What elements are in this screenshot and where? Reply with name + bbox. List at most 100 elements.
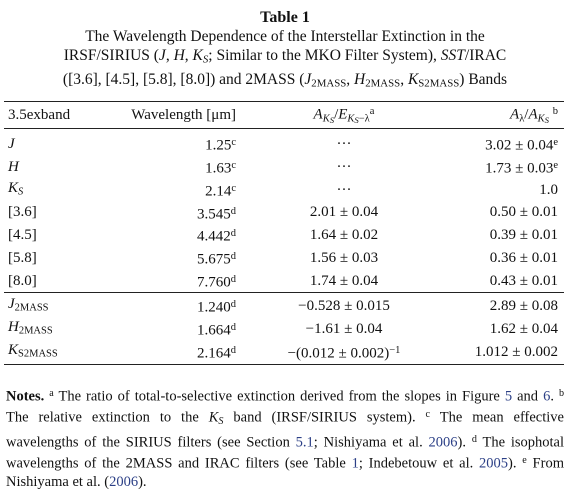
text-segment: 2.14 [205,183,232,200]
table-cell: 7.760d [112,270,250,293]
table-cell: 3.545d [112,202,250,225]
text-segment: A [510,106,520,123]
table-row: [4.5] 4.442d 1.64 ± 0.02 0.39 ± 0.01 [4,224,564,247]
table-cell: [4.5] [4,224,112,247]
text-segment: 1.62 ± 0.04 [489,321,558,338]
text-segment: 4.442 [197,229,231,245]
text-segment: 2MASS [14,303,49,315]
text-segment: K [8,341,19,358]
text-segment: Wavelength [μm] [131,106,236,123]
table-row: KS 2.14c ··· 1.0 [4,179,564,202]
row-group: J 1.25c ··· 3.02 ± 0.04e H 1.63c ··· 1.73 ± 0.0… [4,129,564,293]
text-segment: and [512,388,544,405]
text-segment: d [230,344,236,356]
text-segment: c [231,160,236,172]
table-row: H2MASS 1.664d −1.61 ± 0.04 1.62 ± 0.04 [4,318,564,341]
text-segment: 1.25 [205,138,232,155]
table-cell: 1.664d [112,318,250,341]
text-segment: . [550,388,559,405]
text-segment: 2.89 ± 0.08 [489,298,558,315]
table-cell: [8.0] [4,270,112,293]
text-segment: K [8,179,19,196]
table-cell: 3.02 ± 0.04e [438,129,564,156]
text-segment: K [192,47,203,64]
table-cell: 0.43 ± 0.01 [438,270,564,293]
table-cell: 0.39 ± 0.01 [438,224,564,247]
text-segment: λ [519,113,525,125]
table-cell: H2MASS [4,318,112,341]
text-segment: b [552,105,558,117]
text-segment: H [8,158,19,175]
text-segment: 2006 [428,434,458,451]
table-cell: KS [4,179,112,202]
table-cell: 2.14c [112,179,250,202]
text-segment: a [369,105,375,117]
text-segment: c [231,137,236,149]
text-segment: E [338,106,348,123]
text-segment: d [230,251,236,262]
text-segment: The ratio of total-to-selective extincti… [53,388,505,405]
text-segment: 3.5exband [8,106,71,123]
text-segment: [3.6] [8,204,37,221]
text-segment: 1.012 ± 0.002 [474,343,558,360]
text-segment: −λ [358,113,370,125]
text-segment: The isophotal wavelengths of the 2MASS a… [6,434,564,472]
table-cell: 2.01 ± 0.04 [250,202,438,225]
text-segment: S [18,186,24,198]
text-segment: , [165,47,174,64]
text-segment: ). [508,455,523,472]
text-segment: 1.73 ± 0.03 [485,160,554,177]
table-cell: [3.6] [4,202,112,225]
text-segment: 3.02 ± 0.04 [485,138,554,155]
table-head: 3.5exband Wavelength [μm] AKS/EKS−λa Aλ/AKS… [4,101,564,129]
text-segment: The mean effective wavelengths of the SI… [6,409,564,451]
table-cell: −(0.012 ± 0.002)−1 [250,341,438,364]
column-header: 3.5exband [4,102,112,129]
text-segment: , [400,70,408,88]
text-segment: a [49,387,54,399]
text-segment: 0.39 ± 0.01 [489,227,558,244]
table-cell: 1.63c [112,156,250,179]
text-segment: ; Indebetouw et al. [358,455,480,472]
text-segment: 2.01 ± 0.04 [309,204,379,221]
text-segment: c [231,182,236,194]
text-segment: [4.5] [8,227,37,244]
text-segment: d [230,273,236,285]
table-cell: −1.61 ± 0.04 [250,318,438,341]
text-segment: 2005 [479,455,509,472]
text-segment: , [346,70,355,88]
text-segment: , [184,47,193,64]
text-segment: 1.74 ± 0.04 [309,272,379,289]
text-segment: S [218,415,224,427]
text-segment: 1.0 [539,181,558,198]
table-row: [3.6] 3.545d 2.01 ± 0.04 0.50 ± 0.01 [4,202,564,225]
table-cell: 1.74 ± 0.04 [250,270,438,293]
text-segment: J [8,136,15,153]
text-segment: S2MASS [18,348,58,360]
text-segment: ). [138,474,147,491]
text-segment: /IRAC [464,47,507,64]
caption-line: IRSF/SIRIUS (J, H, KS; Similar to the MK… [0,46,570,70]
table-cell: −0.528 ± 0.015 [250,293,438,318]
text-segment: −1 [389,344,401,356]
text-segment: ··· [336,181,352,198]
text-segment: 5 [504,388,513,405]
data-table: 3.5exband Wavelength [μm] AKS/EKS−λa Aλ/AKS… [4,101,564,365]
text-segment: K [537,113,545,125]
table-cell: ··· [250,129,438,156]
table-notes: Notes. a The ratio of total-to-selective… [6,385,564,492]
table-row: KS2MASS 2.164d −(0.012 ± 0.002)−1 1.012 ± 0… [4,341,564,364]
table-cell: 1.012 ± 0.002 [438,341,564,364]
text-segment: d [230,322,236,334]
table-row: H 1.63c ··· 1.73 ± 0.03e [4,156,564,179]
text-segment: d [471,434,477,446]
table-cell: 0.50 ± 0.01 [438,202,564,225]
table-cell: [5.8] [4,247,112,270]
text-segment: 2MASS [311,77,347,90]
text-segment: 0.50 ± 0.01 [489,204,558,221]
text-segment: From Nishiyama et al. ( [6,455,564,491]
text-segment: band (IRSF/SIRIUS system). [223,409,426,426]
text-segment: d [230,205,236,217]
table-row: J 1.25c ··· 3.02 ± 0.04e [4,129,564,156]
text-segment: ). [457,434,472,451]
